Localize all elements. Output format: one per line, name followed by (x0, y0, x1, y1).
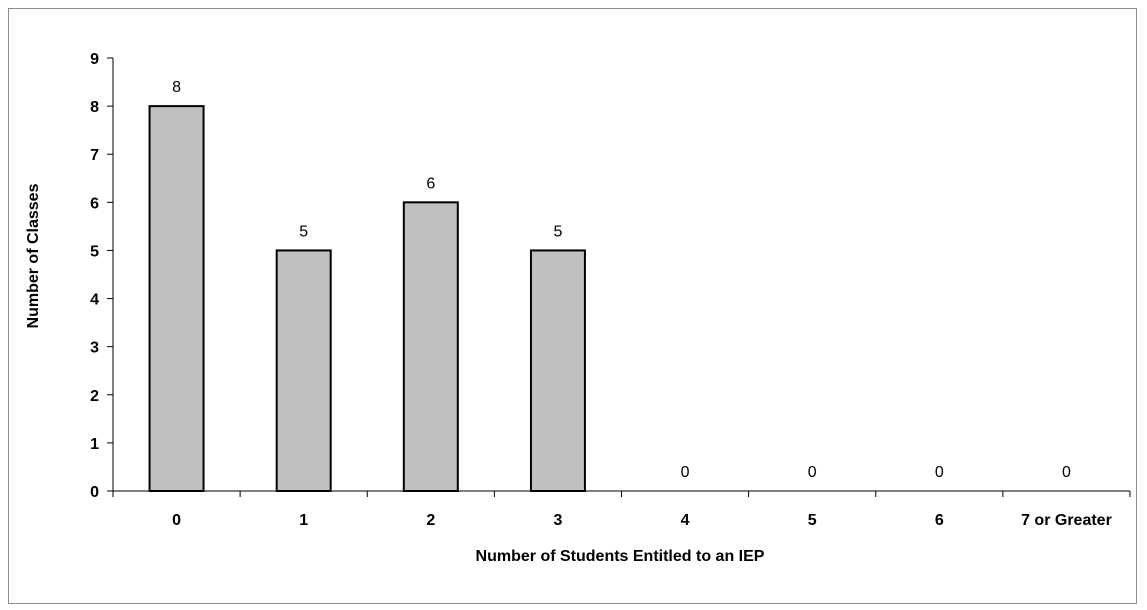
bar (402, 201, 459, 492)
data-label: 0 (1062, 464, 1071, 481)
x-tick-label: 7 or Greater (1021, 512, 1112, 529)
x-tick-label: 1 (299, 512, 308, 529)
data-labels: 8 5 6 5 0 0 0 0 (172, 79, 1071, 481)
x-tick-label: 2 (426, 512, 435, 529)
y-tick-label: 9 (90, 51, 99, 68)
x-tick-label: 5 (808, 512, 817, 529)
data-label: 0 (935, 464, 944, 481)
y-tick-label: 1 (90, 436, 99, 453)
data-label: 8 (172, 79, 181, 96)
y-tick-label: 4 (90, 292, 99, 309)
bars (148, 105, 586, 492)
y-axis: 0 1 2 3 4 5 6 7 8 9 (90, 51, 114, 501)
data-label: 5 (299, 223, 308, 240)
y-tick-label: 8 (90, 99, 99, 116)
data-label: 0 (681, 464, 690, 481)
x-axis: 0 1 2 3 4 5 6 7 or Greater (112, 490, 1131, 529)
x-axis-title: Number of Students Entitled to an IEP (476, 548, 765, 565)
bar (148, 105, 205, 492)
y-tick-label: 5 (90, 243, 99, 260)
x-tick-label: 6 (935, 512, 944, 529)
y-axis-title: Number of Classes (25, 183, 42, 328)
bar (275, 249, 332, 492)
x-tick-label: 4 (681, 512, 690, 529)
y-tick-label: 2 (90, 388, 99, 405)
y-tick-label: 6 (90, 195, 99, 212)
data-label: 0 (808, 464, 817, 481)
y-tick-label: 0 (90, 484, 99, 501)
x-tick-label: 3 (553, 512, 562, 529)
x-tick-label: 0 (172, 512, 181, 529)
data-label: 6 (426, 175, 435, 192)
bar (529, 249, 586, 492)
y-tick-label: 7 (90, 147, 99, 164)
data-label: 5 (553, 223, 562, 240)
y-tick-label: 3 (90, 340, 99, 357)
